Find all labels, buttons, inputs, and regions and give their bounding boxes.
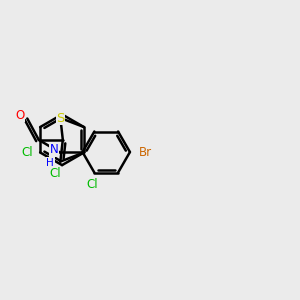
- Text: Cl: Cl: [21, 146, 33, 159]
- Text: Br: Br: [139, 146, 152, 158]
- Text: N: N: [50, 143, 58, 156]
- Text: Cl: Cl: [86, 178, 98, 191]
- Text: Cl: Cl: [49, 167, 61, 180]
- Text: H: H: [46, 158, 54, 168]
- Text: S: S: [56, 112, 64, 124]
- Text: O: O: [15, 109, 25, 122]
